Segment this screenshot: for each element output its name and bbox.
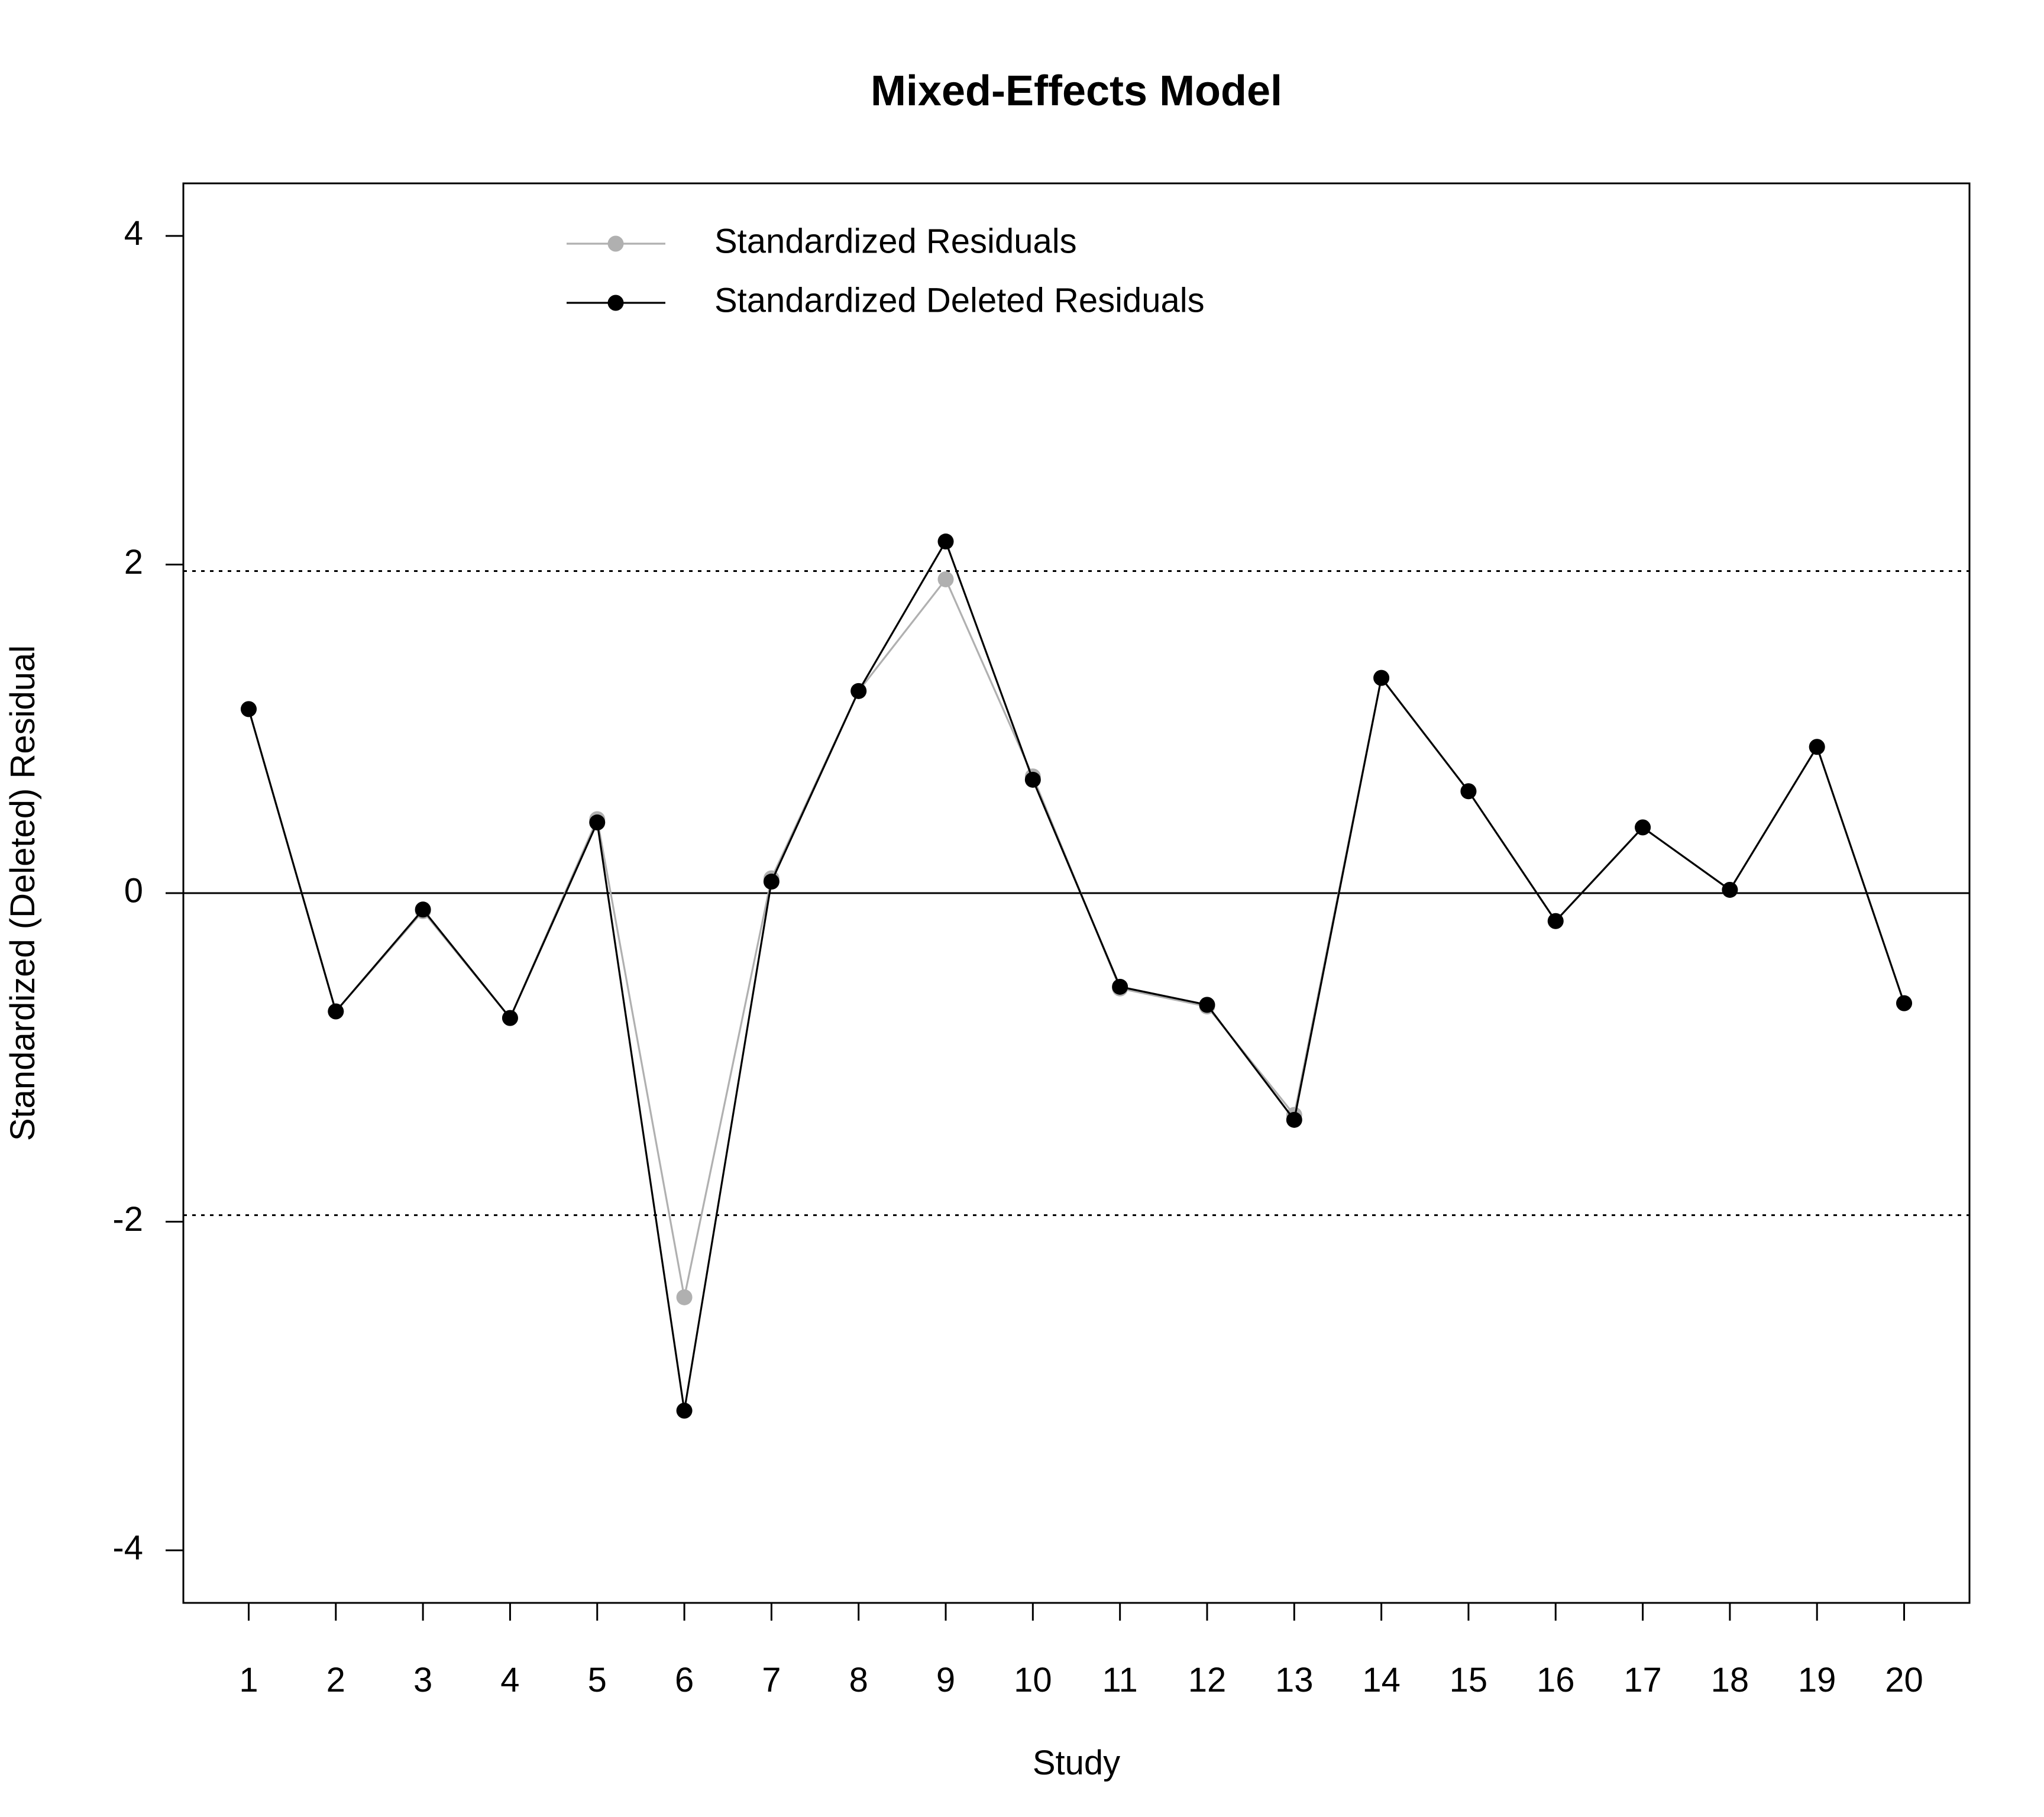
data-point: [1199, 997, 1215, 1013]
data-point: [1460, 783, 1477, 800]
y-tick-label: 2: [124, 543, 143, 581]
series-line: [247, 539, 1906, 1411]
legend-item-2: Standardized Deleted Residuals: [567, 281, 1205, 319]
data-point: [937, 534, 954, 550]
series-1: [240, 571, 1913, 1305]
y-axis-label: Standardized (Deleted) Residual: [4, 645, 42, 1141]
x-tick-label: 2: [326, 1661, 345, 1699]
legend-marker: [607, 295, 624, 311]
data-point: [676, 1402, 693, 1419]
x-tick-label: 7: [762, 1661, 781, 1699]
reference-lines: [183, 570, 1969, 1216]
data-point: [328, 1003, 344, 1020]
x-tick-label: 6: [675, 1661, 694, 1699]
x-tick-label: 3: [413, 1661, 432, 1699]
legend-label: Standardized Residuals: [714, 222, 1077, 260]
y-tick-label: -4: [112, 1528, 143, 1567]
data-point: [240, 701, 257, 717]
legend-label: Standardized Deleted Residuals: [714, 281, 1205, 319]
x-axis-label: Study: [1033, 1744, 1120, 1782]
x-tick-label: 5: [588, 1661, 607, 1699]
x-tick-label: 18: [1711, 1661, 1749, 1699]
x-tick-label: 14: [1362, 1661, 1401, 1699]
x-axis: 1 2 3 4 5 6 7 8 9 10 11 12 13 14 15 16 17 18 19 20: [239, 1603, 1923, 1699]
x-tick-label: 12: [1188, 1661, 1227, 1699]
data-point: [1286, 1111, 1302, 1128]
data-series: [240, 534, 1913, 1419]
legend-item-1: Standardized Residuals: [567, 222, 1077, 260]
x-tick-label: 17: [1623, 1661, 1662, 1699]
series-line: [247, 577, 1906, 1298]
x-tick-label: 19: [1798, 1661, 1836, 1699]
data-point: [1024, 771, 1041, 788]
x-tick-label: 4: [500, 1661, 519, 1699]
x-tick-label: 20: [1885, 1661, 1923, 1699]
x-tick-label: 15: [1450, 1661, 1488, 1699]
x-tick-label: 9: [936, 1661, 955, 1699]
data-point: [1373, 670, 1390, 686]
data-point: [415, 901, 431, 918]
data-point: [1722, 881, 1738, 898]
data-point: [850, 683, 867, 699]
x-tick-label: 1: [239, 1661, 258, 1699]
y-tick-label: 4: [124, 214, 143, 253]
data-point: [589, 814, 606, 831]
chart-title: Mixed-Effects Model: [871, 67, 1282, 115]
x-tick-label: 11: [1102, 1661, 1138, 1699]
x-tick-label: 8: [849, 1661, 868, 1699]
y-axis: -4 -2 0 2 4: [112, 214, 183, 1567]
data-point: [1547, 913, 1564, 929]
data-point: [502, 1010, 518, 1026]
x-tick-label: 13: [1275, 1661, 1314, 1699]
legend-marker: [607, 235, 624, 252]
data-point: [1635, 819, 1651, 836]
series-2: [240, 534, 1913, 1419]
x-tick-label: 16: [1537, 1661, 1575, 1699]
data-point: [763, 874, 780, 890]
data-point: [1809, 739, 1825, 755]
y-tick-label: -2: [112, 1200, 143, 1239]
legend: Standardized Residuals Standardized Delet…: [567, 222, 1205, 319]
y-tick-label: 0: [124, 871, 143, 910]
x-tick-label: 10: [1014, 1661, 1052, 1699]
data-point: [937, 571, 954, 587]
data-point: [1896, 995, 1913, 1011]
data-point: [1112, 978, 1128, 995]
data-point: [676, 1289, 693, 1305]
